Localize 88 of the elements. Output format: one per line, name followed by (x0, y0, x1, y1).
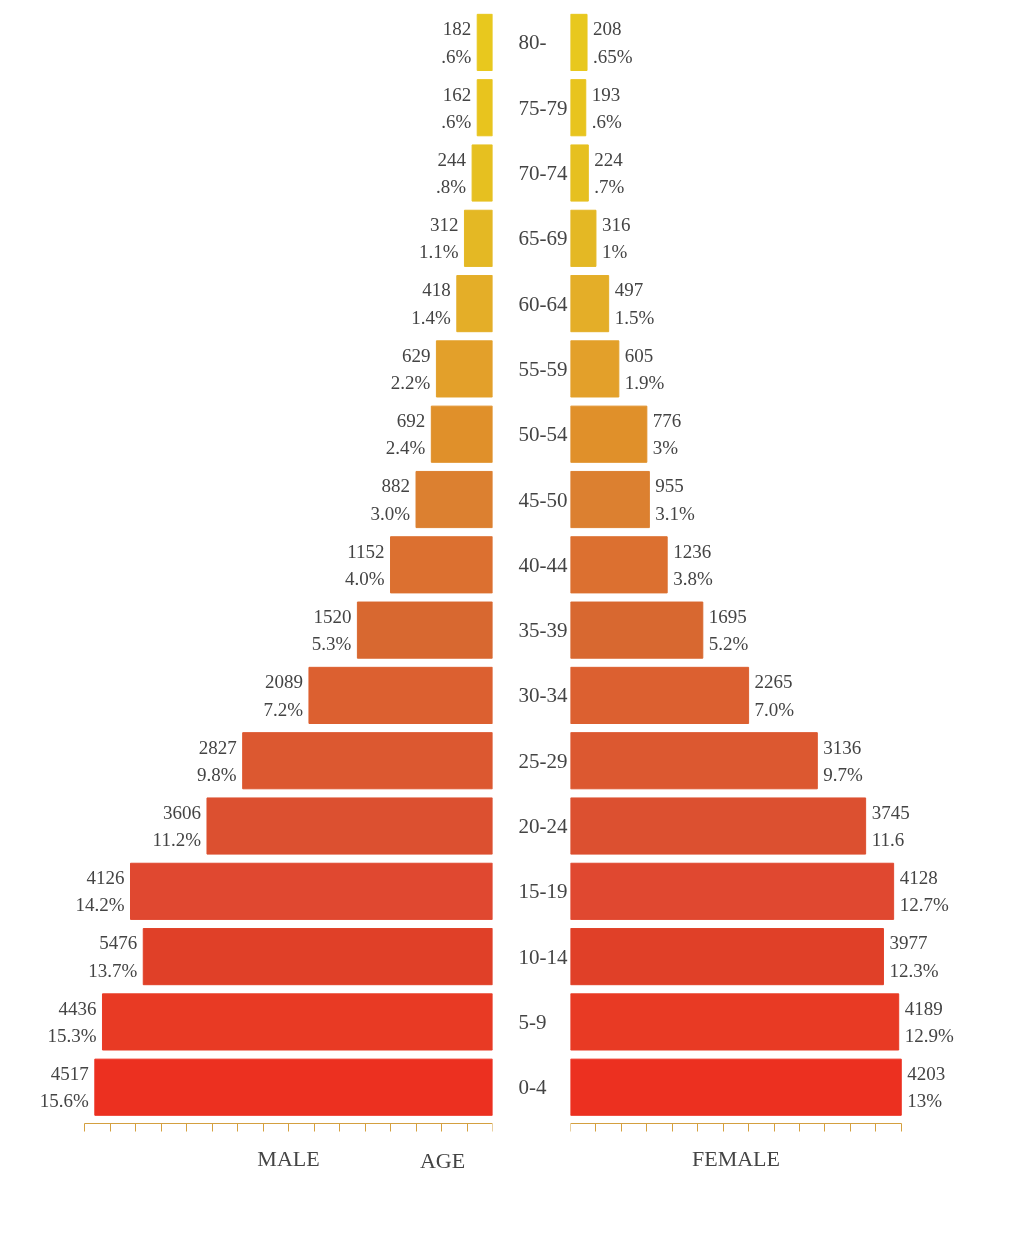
x-axis-title: MALE (257, 1145, 320, 1171)
text: AGE (419, 1148, 466, 1174)
bar (570, 993, 900, 1051)
bar (570, 79, 587, 137)
data-label: 2265 7.0% (754, 671, 795, 720)
bar (435, 340, 493, 398)
bar (570, 13, 588, 71)
bar (570, 209, 597, 267)
data-label: 1152 4.0% (344, 540, 385, 589)
data-label: 882 3.0% (370, 475, 411, 524)
bar (463, 209, 493, 267)
y-tick-label: 70-74 (518, 161, 568, 186)
y-tick-label: 45-50 (518, 487, 568, 512)
data-label: 2827 9.8% (197, 736, 237, 785)
bar (456, 275, 493, 333)
data-label: 193 .6% (591, 83, 623, 132)
data-label: 605 1.9% (624, 344, 665, 394)
data-label: 208 .65% (593, 18, 633, 67)
bar (130, 862, 493, 920)
data-label: 3745 11.6 (871, 801, 910, 851)
bar (142, 928, 493, 986)
data-label: 4128 12.7% (899, 867, 949, 916)
bar (570, 601, 704, 659)
bar (356, 601, 493, 659)
y-tick-label: 25-29 (518, 748, 568, 773)
x-axis-title: FEMALE (692, 1145, 780, 1171)
bar (415, 470, 493, 529)
bar (570, 732, 818, 790)
data-label: 1236 3.8% (673, 540, 713, 589)
data-label: 182 .6% (441, 18, 472, 67)
bar (570, 797, 867, 855)
data-label: 1695 5.2% (708, 605, 749, 655)
data-label: 629 2.2% (390, 344, 431, 394)
bar (94, 1058, 493, 1116)
bar (430, 405, 493, 463)
y-tick-label: 55-59 (518, 356, 568, 381)
y-tick-label: 60-64 (518, 291, 568, 316)
data-label: 692 2.4% (385, 410, 426, 459)
data-label: 3977 12.3% (889, 932, 939, 981)
bar (476, 13, 493, 71)
data-label: 312 1.1% (418, 214, 459, 263)
data-label: 4517 15.6% (39, 1063, 89, 1112)
bar (308, 666, 493, 724)
data-label: 497 1.5% (614, 279, 655, 328)
y-tick-label: 0-4 (518, 1075, 547, 1100)
data-label: 955 3.1% (655, 475, 696, 524)
data-label: 3606 11.2% (152, 801, 202, 851)
y-tick-label: 65-69 (518, 226, 568, 251)
y-tick-label: 5-9 (518, 1009, 547, 1034)
bar (471, 144, 493, 202)
data-label: 776 3% (652, 410, 682, 459)
y-tick-label: 80- (518, 30, 547, 55)
bar (570, 405, 648, 463)
y-tick-label: 30-34 (518, 683, 568, 708)
data-label: 244 .8% (436, 148, 467, 198)
data-label: 4436 15.3% (47, 997, 97, 1047)
y-tick-label: 40-44 (518, 552, 568, 577)
bar (570, 340, 620, 398)
bar (242, 732, 493, 790)
bar (206, 797, 493, 855)
bar (476, 79, 493, 137)
data-label: 224 .7% (594, 148, 625, 198)
data-label: 316 1% (601, 214, 631, 263)
bar (570, 862, 895, 920)
bar (570, 275, 610, 333)
data-label: 162 .6% (441, 83, 472, 132)
data-label: 4126 14.2% (75, 867, 125, 916)
data-label: 1520 5.3% (311, 605, 352, 655)
bar (101, 993, 493, 1051)
data-label: 2089 7.2% (263, 671, 304, 720)
bar (570, 666, 750, 724)
data-label: 4203 13% (907, 1063, 946, 1112)
y-tick-label: 20-24 (518, 814, 568, 839)
data-label: 4189 12.9% (904, 997, 954, 1047)
data-label: 5476 13.7% (88, 932, 138, 981)
bar (570, 536, 668, 594)
y-tick-label: 10-14 (518, 944, 568, 969)
y-tick-label: 15-19 (518, 879, 568, 904)
data-label: 418 1.4% (411, 279, 451, 328)
bar (570, 144, 589, 202)
bar (570, 928, 884, 986)
bar (570, 1058, 902, 1116)
bar (570, 470, 650, 529)
y-tick-label: 35-39 (518, 618, 568, 643)
bar (390, 536, 493, 594)
y-tick-label: 75-79 (518, 95, 568, 120)
y-tick-label: 50-54 (518, 422, 568, 447)
data-label: 3136 9.7% (823, 736, 864, 785)
